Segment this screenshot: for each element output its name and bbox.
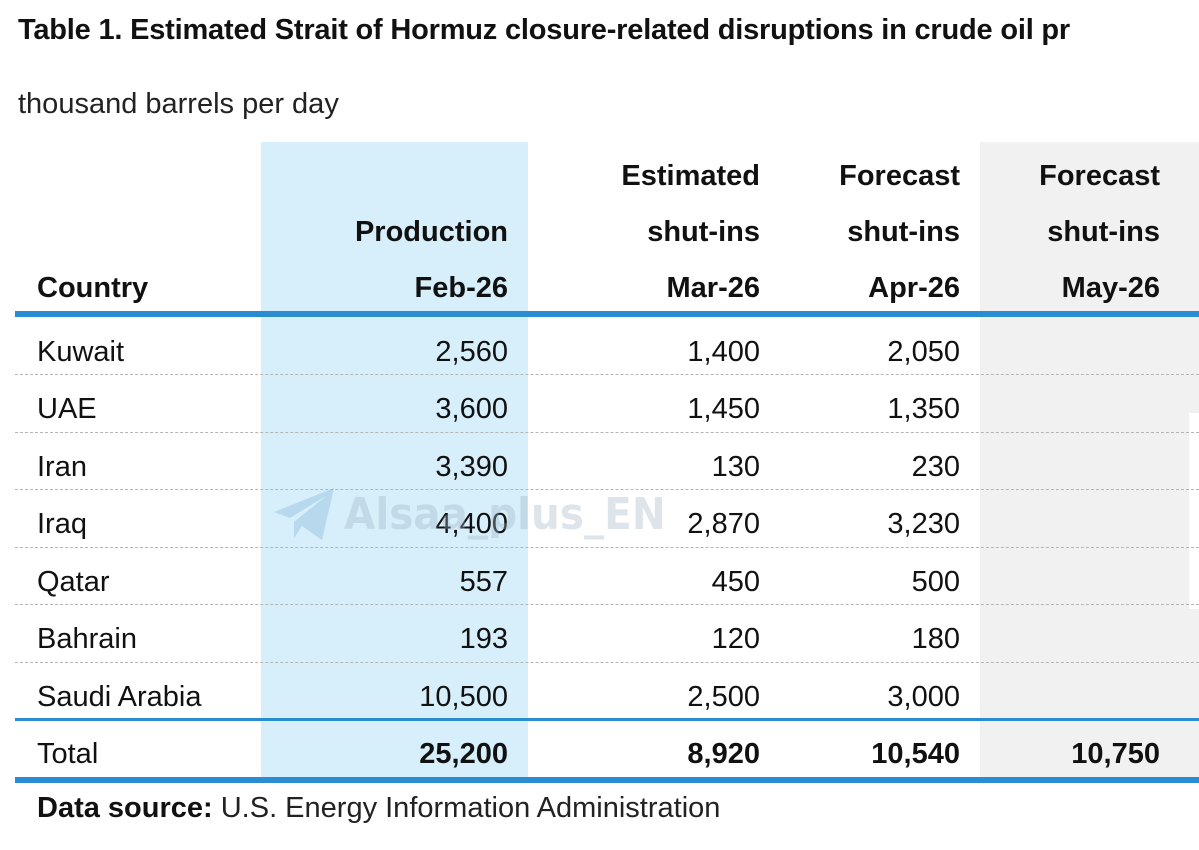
header-production-line1: Production: [354, 216, 508, 248]
data-source-text: U.S. Energy Information Administration: [212, 792, 721, 824]
cell-forecast-apr: 500: [911, 566, 960, 598]
table-row: Saudi Arabia 10,500 2,500 3,000: [0, 669, 1199, 726]
row-divider: [15, 547, 1199, 548]
cell-production: 193: [459, 623, 508, 655]
cell-forecast-apr: 2,050: [887, 336, 960, 368]
table-row: Kuwait 2,560 1,400 2,050: [0, 324, 1199, 381]
header-estimated-line1: Estimated: [621, 160, 760, 192]
cell-estimated: 2,500: [687, 681, 760, 713]
table-row: Iraq 4,400 2,870 3,230: [0, 496, 1199, 553]
cell-forecast-apr: 180: [911, 623, 960, 655]
row-divider: [15, 604, 1199, 605]
data-source-note: Data source: U.S. Energy Information Adm…: [37, 788, 720, 828]
cell-production: 557: [459, 566, 508, 598]
row-divider: [15, 374, 1199, 375]
cell-estimated: 2,870: [687, 508, 760, 540]
cell-country: Saudi Arabia: [37, 681, 202, 713]
total-forecast-apr: 10,540: [871, 738, 960, 770]
header-forecast-apr-line1: Forecast: [839, 160, 960, 192]
may-column-highlight: [980, 142, 1199, 780]
total-production: 25,200: [419, 738, 508, 770]
cell-forecast-apr: 230: [911, 451, 960, 483]
table-subtitle: thousand barrels per day: [18, 88, 339, 120]
cell-estimated: 120: [711, 623, 760, 655]
row-divider: [15, 489, 1199, 490]
total-top-rule: [15, 718, 1199, 721]
table-row: Bahrain 193 120 180: [0, 611, 1199, 668]
total-label: Total: [37, 738, 99, 770]
cell-production: 3,600: [435, 393, 508, 425]
header-country: Country: [37, 272, 149, 304]
header-forecast-apr-line3: Apr-26: [868, 272, 960, 304]
production-column-highlight: [261, 142, 528, 780]
cell-production: 4,400: [435, 508, 508, 540]
cell-country: Iran: [37, 451, 87, 483]
header-forecast-may-line2: shut-ins: [1047, 216, 1160, 248]
table-row: UAE 3,600 1,450 1,350: [0, 381, 1199, 438]
header-forecast-may-line1: Forecast: [1039, 160, 1160, 192]
cell-forecast-apr: 3,000: [887, 681, 960, 713]
cell-country: Qatar: [37, 566, 110, 598]
cell-production: 2,560: [435, 336, 508, 368]
cell-forecast-apr: 3,230: [887, 508, 960, 540]
cell-estimated: 450: [711, 566, 760, 598]
row-divider: [15, 432, 1199, 433]
cell-production: 3,390: [435, 451, 508, 483]
data-source-label: Data source:: [37, 792, 213, 824]
may-column-edge: [1189, 413, 1199, 609]
cell-country: Bahrain: [37, 623, 137, 655]
total-row: Total 25,200 8,920 10,540 10,750: [0, 726, 1199, 783]
cell-country: Iraq: [37, 508, 87, 540]
header-forecast-apr-line2: shut-ins: [847, 216, 960, 248]
header-forecast-may-line3: May-26: [1061, 272, 1160, 304]
header-estimated-line2: shut-ins: [647, 216, 760, 248]
cell-country: UAE: [37, 393, 97, 425]
cell-production: 10,500: [419, 681, 508, 713]
cell-country: Kuwait: [37, 336, 125, 368]
total-forecast-may: 10,750: [1071, 738, 1160, 770]
table-row: Iran 3,390 130 230: [0, 439, 1199, 496]
header-rule: [15, 311, 1199, 317]
row-divider: [15, 662, 1199, 663]
cell-estimated: 1,450: [687, 393, 760, 425]
table-bottom-rule: [15, 777, 1199, 783]
total-estimated: 8,920: [687, 738, 760, 770]
cell-estimated: 130: [711, 451, 760, 483]
table-row: Qatar 557 450 500: [0, 554, 1199, 611]
cell-forecast-apr: 1,350: [887, 393, 960, 425]
header-production-line2: Feb-26: [414, 272, 508, 304]
table-title: Table 1. Estimated Strait of Hormuz clos…: [18, 14, 1071, 46]
cell-estimated: 1,400: [687, 336, 760, 368]
header-estimated-line3: Mar-26: [666, 272, 761, 304]
